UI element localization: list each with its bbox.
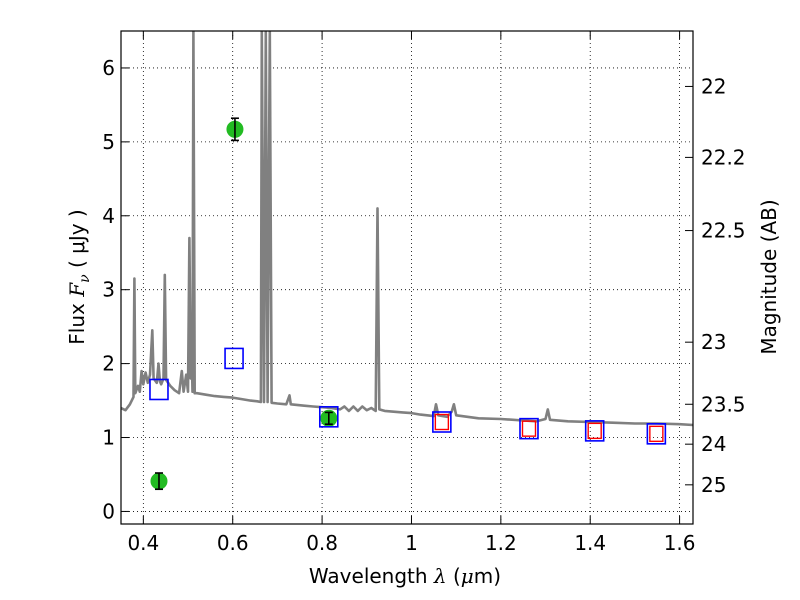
y2-tick-label: 22.2 bbox=[701, 145, 746, 169]
y-tick-label: 1 bbox=[102, 426, 115, 450]
model-flux-square-red bbox=[434, 413, 450, 431]
model-flux-square-red bbox=[587, 422, 602, 440]
model-flux-square-blue bbox=[432, 411, 452, 433]
y-tick-label: 4 bbox=[102, 204, 115, 228]
model-flux-square-blue bbox=[318, 406, 339, 428]
y-tick-label: 2 bbox=[102, 352, 115, 376]
model-flux-square-red bbox=[521, 420, 537, 437]
model-flux-square-blue bbox=[224, 347, 244, 370]
x-tick-label: 1.4 bbox=[574, 531, 606, 555]
y2-tick-label: 23.5 bbox=[701, 392, 746, 416]
x-axis-title: Wavelength λ (μm) bbox=[309, 564, 501, 588]
ticks bbox=[121, 31, 693, 524]
sed-model-line bbox=[121, 31, 693, 427]
y2-tick-label: 23 bbox=[701, 330, 726, 354]
y2-tick-label: 22 bbox=[701, 74, 726, 98]
model-flux-square-red bbox=[649, 425, 664, 443]
model-flux-square-blue bbox=[584, 420, 605, 442]
y2-tick-label: 22.5 bbox=[701, 219, 746, 243]
data-layer bbox=[121, 31, 693, 491]
x-tick-label: 1.2 bbox=[485, 531, 517, 555]
x-tick-label: 0.6 bbox=[217, 531, 249, 555]
y-axis-title: Flux Fν ( μJy ) bbox=[65, 209, 93, 344]
tick-labels: 0.4 0.6 0.8 1 1.2 1.4 1.601234562222.222.52323… bbox=[102, 56, 745, 555]
plot-frame bbox=[120, 30, 694, 525]
y2-axis-title: Magnitude (AB) bbox=[757, 199, 781, 354]
grid bbox=[121, 31, 693, 524]
model-flux-square-blue bbox=[149, 378, 169, 401]
x-tick-label: 0.4 bbox=[127, 531, 159, 555]
y2-tick-label: 24 bbox=[701, 432, 726, 456]
x-tick-label: 1 bbox=[405, 531, 418, 555]
y-tick-label: 6 bbox=[102, 56, 115, 80]
x-tick-label: 1.6 bbox=[664, 531, 696, 555]
x-tick-label: 0.8 bbox=[306, 531, 338, 555]
y-tick-label: 5 bbox=[102, 130, 115, 154]
model-flux-square-blue bbox=[646, 423, 667, 445]
model-flux-square-blue bbox=[519, 417, 539, 440]
y2-tick-label: 25 bbox=[701, 473, 726, 497]
y-tick-label: 0 bbox=[102, 499, 115, 523]
y-tick-label: 3 bbox=[102, 278, 115, 302]
